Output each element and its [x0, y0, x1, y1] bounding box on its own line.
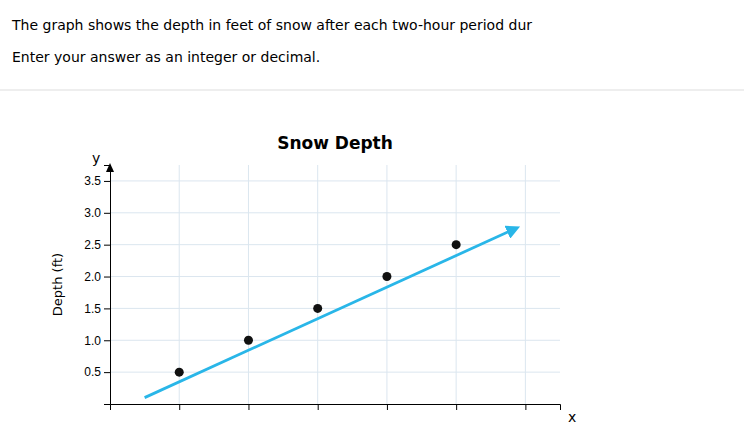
y-tick-line	[104, 181, 110, 182]
data-point	[313, 304, 322, 313]
x-tick-line	[248, 404, 249, 410]
y-tick-label: 3.5	[84, 174, 101, 188]
y-tick: 3.5	[84, 174, 110, 188]
y-tick: 2.0	[84, 270, 110, 284]
y-tick: 0.5	[84, 365, 110, 379]
y-tick: 1.5	[84, 302, 110, 316]
x-tick-line	[456, 404, 457, 410]
grid-line-y	[110, 244, 560, 245]
header-divider	[0, 90, 744, 91]
x-tick-line	[318, 404, 319, 410]
y-axis: 0.5 1.0 1.5 2.0 2.5 3.0 3.5	[84, 166, 110, 405]
x-tick	[525, 404, 526, 410]
grid-line-x	[248, 165, 249, 404]
grid-line-x	[386, 165, 387, 404]
y-tick-line	[104, 277, 110, 278]
y-tick-line	[104, 340, 110, 341]
grid-line-y	[110, 212, 560, 213]
x-tick	[318, 404, 319, 410]
grid-line-x	[317, 165, 318, 404]
y-tick-line	[104, 372, 110, 373]
y-tick-line	[104, 308, 110, 309]
y-tick-line	[104, 213, 110, 214]
grid-line-x	[456, 165, 457, 404]
header-text: Enter your answer as an integer or decim…	[12, 49, 320, 65]
x-tick-line	[179, 404, 180, 410]
y-axis-label: Depth (ft)	[50, 253, 65, 316]
x-tick	[248, 404, 249, 410]
x-axis-line	[111, 405, 561, 411]
y-tick-label: 0.5	[84, 365, 101, 379]
y-tick: 2.5	[84, 238, 110, 252]
x-tick-line	[387, 404, 388, 410]
y-axis-symbol: y	[92, 150, 100, 166]
y-tick-label: 3.0	[84, 206, 101, 220]
data-point	[244, 336, 253, 345]
y-axis-arrow	[106, 163, 114, 172]
y-tick-line	[104, 245, 110, 246]
x-tick-line	[525, 404, 526, 410]
x-tick	[387, 404, 388, 410]
grid	[110, 165, 560, 404]
x-tick	[179, 404, 180, 410]
y-axis-line	[104, 166, 111, 405]
grid-line-y	[110, 340, 560, 341]
data-point	[382, 272, 391, 281]
y-tick-label: 1.0	[84, 334, 101, 348]
header-text: The graph shows the depth in feet of sno…	[11, 17, 532, 33]
chart: The graph shows the depth in feet of sno…	[0, 0, 744, 434]
x-axis-label: x	[568, 409, 576, 425]
data-point	[175, 368, 184, 377]
x-tick	[456, 404, 457, 410]
y-tick: 3.0	[84, 206, 110, 220]
plot-area	[145, 229, 515, 398]
grid-line-y	[110, 180, 560, 181]
y-tick-label: 1.5	[84, 302, 101, 316]
y-tick-label: 2.0	[84, 270, 101, 284]
grid-line-y	[110, 308, 560, 309]
data-point	[452, 240, 461, 249]
y-tick-label: 2.5	[84, 238, 101, 252]
x-axis	[111, 404, 561, 410]
trend-line	[145, 229, 515, 398]
y-tick: 1.0	[84, 334, 110, 348]
grid-line-y	[110, 276, 560, 277]
chart-title: Snow Depth	[277, 133, 393, 153]
grid-line-x	[525, 165, 526, 404]
